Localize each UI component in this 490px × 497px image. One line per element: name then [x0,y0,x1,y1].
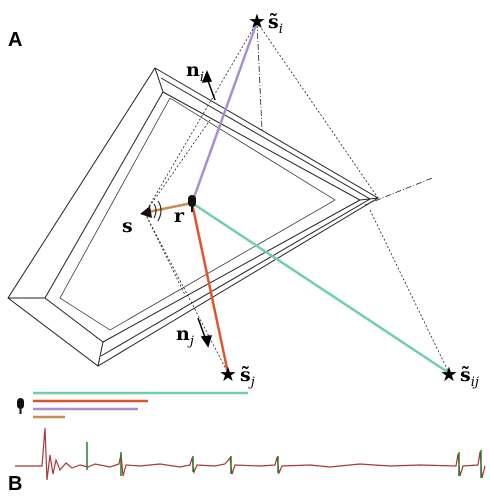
svg-text:★: ★ [219,362,237,386]
wedge [8,68,378,366]
label: nj [176,323,194,349]
path-lengths [33,393,248,417]
symbol: n [176,323,190,345]
arrival-spikes [87,442,481,478]
subscript: i [279,22,283,37]
panel-label: B [8,473,22,495]
symbol: s̃ [240,364,251,386]
svg-text:★: ★ [248,9,266,33]
receiver-icon [17,398,24,414]
label: s̃i [268,11,283,37]
symbol: s̃ [460,364,471,386]
subscript: ij [471,375,479,390]
label: r [174,205,185,227]
svg-text:★: ★ [440,362,458,386]
label: s̃ij [460,364,479,390]
subscript: i [200,70,204,85]
figure: A B ★ [0,0,490,497]
label: s [122,215,133,237]
symbol: n [186,59,200,81]
symbol: s̃ [268,11,279,33]
symbol: r [174,205,185,227]
label: ni [186,59,204,85]
symbol: s [122,215,133,237]
label: s̃j [240,364,255,390]
panel-label: A [8,29,22,51]
waveform [15,428,485,480]
